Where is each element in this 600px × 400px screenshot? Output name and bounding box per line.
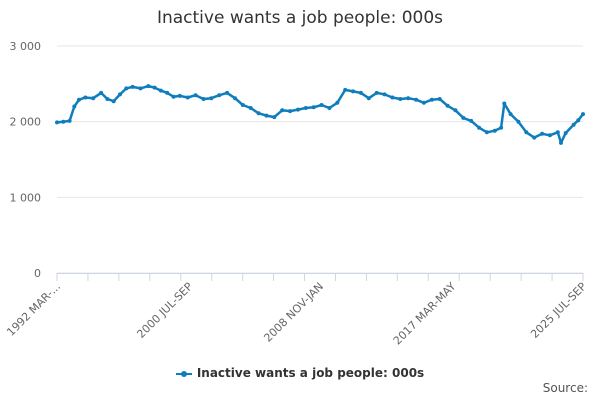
legend-marker-icon [175, 369, 192, 379]
data-point [61, 119, 66, 124]
data-point [499, 125, 504, 130]
data-point [351, 89, 356, 94]
data-point [146, 84, 151, 89]
y-tick-label: 2 000 [10, 116, 42, 129]
data-point [366, 96, 371, 101]
data-point [264, 113, 269, 118]
data-point [138, 86, 143, 91]
y-tick-label: 1 000 [10, 191, 42, 204]
x-tick-label: 2000 JUL-SEP [134, 280, 195, 341]
data-point [429, 97, 434, 102]
data-point [72, 104, 77, 109]
data-point [576, 118, 581, 123]
data-point [118, 92, 122, 97]
data-point [469, 118, 474, 123]
data-point [327, 106, 332, 110]
data-point [532, 135, 537, 140]
data-point [453, 108, 458, 113]
data-point [343, 87, 348, 92]
data-point [421, 100, 426, 105]
data-point [296, 107, 300, 112]
data-point [201, 97, 206, 101]
data-point [55, 120, 59, 125]
data-point [152, 85, 157, 90]
data-point [165, 90, 170, 95]
data-point [461, 115, 466, 120]
data-point [540, 131, 545, 136]
data-point [374, 90, 379, 95]
y-tick-label: 3 000 [10, 40, 42, 53]
data-point [171, 94, 176, 99]
data-point [516, 119, 521, 124]
data-point [288, 109, 293, 114]
data-point [547, 133, 552, 138]
data-point [406, 96, 411, 101]
data-point [111, 99, 116, 104]
data-point [67, 118, 72, 123]
data-point [335, 100, 340, 105]
data-point [83, 95, 88, 100]
data-point [193, 93, 198, 98]
data-point [563, 131, 568, 135]
series-line [56, 84, 584, 145]
data-point [581, 112, 585, 117]
data-point [91, 96, 96, 101]
legend[interactable]: Inactive wants a job people: 000s [0, 366, 600, 380]
data-point [77, 97, 81, 102]
data-point [502, 101, 507, 106]
x-tick-label: 2008 NOV-JAN [261, 280, 326, 345]
data-point [177, 93, 182, 98]
y-tick-label: 0 [34, 267, 41, 280]
data-point [233, 96, 237, 101]
data-point [240, 103, 245, 107]
data-point [492, 128, 497, 133]
data-point [524, 130, 529, 135]
data-point [382, 92, 387, 97]
data-point [390, 95, 395, 100]
data-point [571, 122, 576, 127]
data-point [124, 86, 129, 91]
x-tick-label: 2025 JUL-SEP [528, 280, 589, 341]
data-point [508, 112, 513, 117]
data-point [414, 97, 419, 102]
data-point [319, 103, 324, 107]
chart-title: Inactive wants a job people: 000s [156, 8, 444, 28]
data-point [256, 111, 261, 116]
data-point [477, 125, 482, 130]
data-point [99, 90, 104, 95]
data-point [209, 96, 214, 101]
data-point [555, 130, 560, 135]
data-point [445, 103, 450, 108]
data-point [105, 97, 110, 101]
x-tick-label: 2017 MAR-MAY [391, 280, 459, 348]
data-point [217, 93, 222, 98]
data-point [130, 84, 135, 89]
data-point [248, 106, 253, 110]
data-point [272, 115, 277, 120]
legend-label: Inactive wants a job people: 000s [196, 366, 425, 380]
data-point [398, 97, 403, 101]
data-point [484, 130, 489, 135]
data-point [158, 88, 163, 93]
source-label: Source: [542, 381, 588, 395]
data-point [185, 95, 190, 100]
x-tick-label: 1992 MAR-... [4, 280, 63, 339]
data-point [280, 108, 285, 113]
data-point [437, 97, 442, 101]
data-point [559, 140, 563, 145]
data-point [225, 90, 230, 95]
data-point [303, 106, 308, 110]
data-point [311, 105, 316, 110]
data-point [358, 90, 363, 95]
